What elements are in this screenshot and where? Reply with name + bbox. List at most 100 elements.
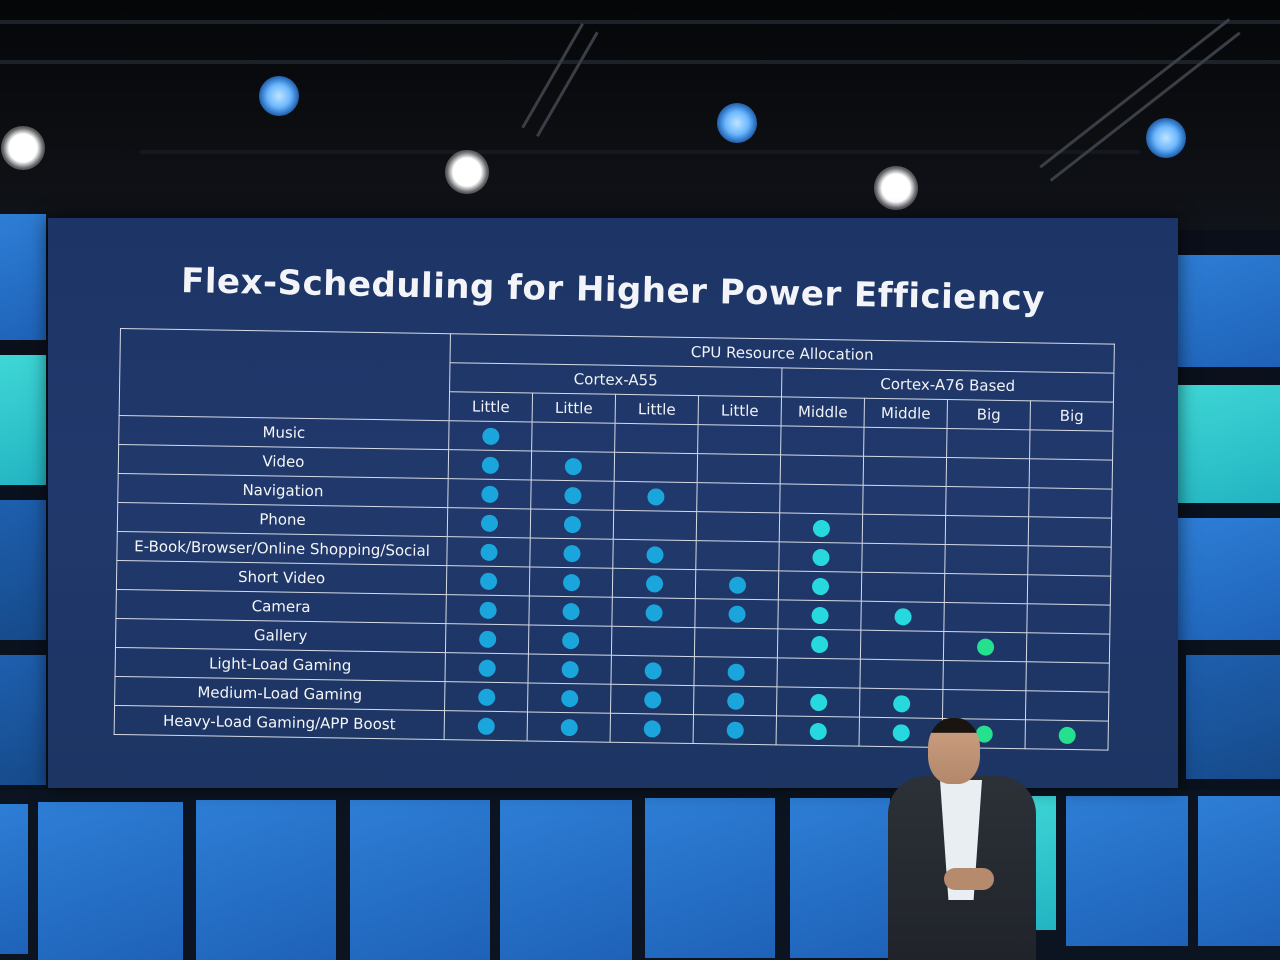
led-wall-tile xyxy=(38,802,183,960)
core-active-dot xyxy=(481,456,499,474)
ceiling-truss xyxy=(140,150,1140,154)
core-cell xyxy=(945,515,1029,546)
core-cell xyxy=(610,655,695,686)
core-cell xyxy=(778,570,862,602)
core-active-dot xyxy=(645,546,664,564)
core-active-dot xyxy=(480,514,498,532)
core-cell xyxy=(860,601,945,632)
core-active-dot xyxy=(727,605,746,623)
core-cell xyxy=(445,594,530,625)
core-cell xyxy=(694,627,778,658)
stage-ceiling xyxy=(0,0,1280,230)
core-active-dot xyxy=(645,575,663,593)
core-active-dot xyxy=(562,573,580,592)
core-cell xyxy=(611,597,696,628)
led-wall-tile xyxy=(1164,255,1280,367)
core-cell xyxy=(528,595,613,627)
core-cell xyxy=(943,631,1027,662)
core-cell xyxy=(697,453,781,484)
core-cell xyxy=(944,573,1028,604)
core-cell xyxy=(530,479,615,511)
lower-led-wall xyxy=(0,790,1280,960)
core-cell xyxy=(446,536,531,567)
core-cell xyxy=(859,688,943,719)
core-active-dot xyxy=(562,544,581,563)
led-wall-tile xyxy=(1186,655,1280,779)
led-wall-tile xyxy=(0,804,28,954)
core-header: Little xyxy=(698,395,782,426)
core-active-dot xyxy=(643,720,661,738)
core-cell xyxy=(1026,603,1111,635)
core-cell xyxy=(531,450,615,482)
core-active-dot xyxy=(560,689,578,708)
presenter-head xyxy=(928,718,980,784)
core-active-dot xyxy=(812,519,830,538)
core-cell xyxy=(1025,690,1109,722)
cpu-allocation-table: CPU Resource Allocation Cortex-A55 Corte… xyxy=(114,328,1115,751)
core-active-dot xyxy=(478,630,496,648)
cpu-allocation-table-wrapper: CPU Resource Allocation Cortex-A55 Corte… xyxy=(114,328,1115,754)
core-cell xyxy=(527,682,611,714)
core-active-dot xyxy=(809,693,827,712)
core-active-dot xyxy=(481,427,499,445)
core-cell xyxy=(445,623,529,654)
core-cell xyxy=(693,656,778,687)
core-cell xyxy=(945,486,1030,517)
core-cell xyxy=(693,685,777,716)
core-active-dot xyxy=(892,695,910,713)
core-active-dot xyxy=(563,486,582,505)
core-header: Big xyxy=(1030,400,1114,432)
core-active-dot xyxy=(479,572,497,590)
core-cell xyxy=(779,483,864,515)
core-active-dot xyxy=(560,718,578,737)
led-wall-tile xyxy=(1198,796,1280,946)
ceiling-truss xyxy=(1039,18,1241,182)
core-active-dot xyxy=(810,606,829,625)
stage-spotlight xyxy=(1146,118,1186,158)
core-active-dot xyxy=(1058,726,1076,745)
core-cell xyxy=(529,566,613,598)
ceiling-truss xyxy=(0,60,1280,64)
core-active-dot xyxy=(644,662,662,680)
core-cell xyxy=(946,457,1030,488)
core-cell xyxy=(780,425,865,457)
stage-spotlight xyxy=(717,103,757,143)
table-corner-cell xyxy=(119,328,451,421)
core-cell xyxy=(1028,487,1113,519)
core-active-dot xyxy=(976,638,994,656)
led-wall-tile xyxy=(500,800,632,960)
table-body: Music Video Navigation Phone E-Book/Browser/… xyxy=(114,415,1114,751)
core-cell xyxy=(611,626,695,657)
core-cell xyxy=(527,711,611,743)
led-wall-tile xyxy=(0,355,46,485)
core-active-dot xyxy=(726,692,744,710)
core-header: Little xyxy=(449,391,533,422)
core-cell xyxy=(610,713,694,744)
core-cell xyxy=(779,512,863,544)
core-active-dot xyxy=(811,577,829,596)
core-cell xyxy=(863,456,947,487)
core-cell xyxy=(527,653,612,685)
core-cell xyxy=(946,428,1031,459)
core-cell xyxy=(448,420,533,451)
core-cell xyxy=(448,449,532,480)
core-cell xyxy=(447,478,532,509)
core-cell xyxy=(777,628,861,660)
stage-spotlight xyxy=(874,166,918,210)
core-cell xyxy=(610,684,694,715)
core-active-dot xyxy=(809,722,827,741)
led-wall-tile xyxy=(1066,796,1188,946)
core-cell xyxy=(1027,545,1112,577)
presentation-screen: Flex-Scheduling for Higher Power Efficie… xyxy=(48,218,1178,788)
core-cell xyxy=(1029,458,1113,490)
core-active-dot xyxy=(646,488,665,506)
core-cell xyxy=(528,624,612,656)
led-wall-tile xyxy=(0,500,46,640)
core-active-dot xyxy=(727,663,745,681)
core-cell xyxy=(697,424,782,455)
core-cell xyxy=(1028,516,1112,548)
core-cell xyxy=(942,660,1027,691)
core-cell xyxy=(944,544,1029,575)
led-wall-tile xyxy=(196,800,336,960)
core-cell xyxy=(613,481,698,512)
